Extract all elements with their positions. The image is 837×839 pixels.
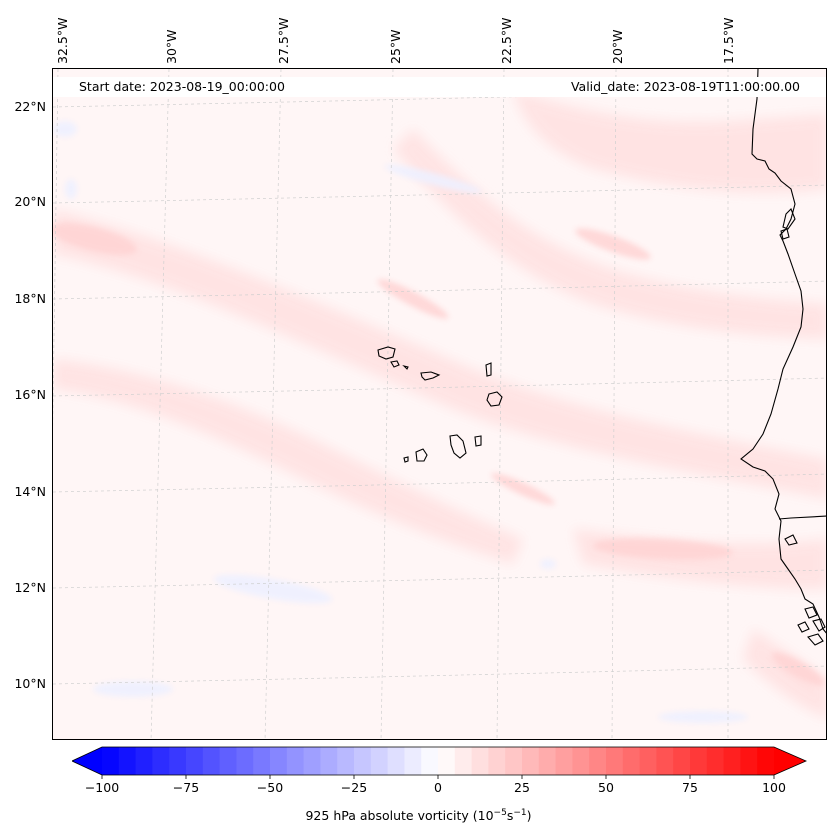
colorbar-segment xyxy=(454,747,473,775)
colorbar-segment xyxy=(354,747,372,775)
colorbar-tick-label: −50 xyxy=(256,780,284,795)
colorbar-segment xyxy=(219,747,237,775)
island-santa-luzia xyxy=(402,364,409,370)
vorticity-map[interactable] xyxy=(53,69,827,740)
colorbar-segment xyxy=(253,747,271,775)
colorbar-segment xyxy=(622,747,641,775)
colorbar-segment xyxy=(589,747,607,775)
colorbar-segment xyxy=(370,747,389,775)
colorbar-tick-label: 75 xyxy=(682,780,698,795)
colorbar-segment xyxy=(421,747,439,775)
colorbar-segment xyxy=(438,747,456,775)
colorbar-label-mid: s xyxy=(506,808,514,824)
colorbar-segment xyxy=(320,747,338,775)
colorbar-segment xyxy=(337,747,355,775)
colorbar-segment xyxy=(673,747,691,775)
island-fogo xyxy=(415,448,428,462)
colorbar-segment xyxy=(303,747,321,775)
colorbar-extend-max xyxy=(774,747,806,775)
lon-label: 30°W xyxy=(164,29,179,64)
colorbar-segment xyxy=(572,747,590,775)
colorbar-tick-label: −100 xyxy=(84,780,120,795)
colorbar xyxy=(72,746,807,779)
graticule xyxy=(53,69,826,739)
start-date-label: Start date: 2023-08-19_00:00:00 xyxy=(79,79,285,94)
island-brava xyxy=(403,456,409,463)
map-frame[interactable]: Start date: 2023-08-19_00:00:00 Valid_da… xyxy=(52,68,827,740)
island-santiago xyxy=(449,434,467,459)
lat-label: 12°N xyxy=(14,580,46,595)
island-maio xyxy=(474,435,482,447)
colorbar-segment xyxy=(152,747,170,775)
island-boa-vista xyxy=(486,391,503,407)
colorbar-segment xyxy=(387,747,405,775)
colorbar-segment xyxy=(236,747,254,775)
colorbar-extend-min xyxy=(72,747,102,775)
valid-date-label: Valid_date: 2023-08-19T11:00:00.00 xyxy=(570,79,800,94)
colorbar-segment xyxy=(740,747,758,775)
island-sao-vicente xyxy=(390,360,400,368)
colorbar-segment xyxy=(102,747,120,775)
colorbar-label-exp1: −5 xyxy=(493,808,507,818)
colorbar-segment xyxy=(522,747,540,775)
lon-label: 27.5°W xyxy=(276,17,291,64)
lon-label: 32.5°W xyxy=(55,17,70,64)
colorbar-label-suffix: ) xyxy=(526,808,532,824)
lon-label: 20°W xyxy=(610,29,625,64)
colorbar-segment xyxy=(555,747,573,775)
colorbar-segment xyxy=(690,747,708,775)
colorbar-segment xyxy=(404,747,422,775)
colorbar-segment xyxy=(186,747,204,775)
colorbar-segment xyxy=(639,747,657,775)
colorbar-segment xyxy=(270,747,288,775)
colorbar-segment xyxy=(656,747,674,775)
colorbar-segment xyxy=(488,747,506,775)
colorbar-segment xyxy=(118,747,137,775)
colorbar-segment xyxy=(286,747,305,775)
island-sao-nicolau xyxy=(420,371,441,381)
colorbar-tick-label: 25 xyxy=(514,780,530,795)
africa-coastline xyxy=(740,69,826,646)
colorbar-segment xyxy=(135,747,153,775)
lon-label: 25°W xyxy=(388,29,403,64)
colorbar-segment xyxy=(706,747,725,775)
colorbar-tick-label: 0 xyxy=(434,780,442,795)
lat-label: 10°N xyxy=(14,676,46,691)
colorbar-segment xyxy=(471,747,489,775)
colorbar-tick-label: 100 xyxy=(762,780,786,795)
lat-label: 18°N xyxy=(14,291,46,306)
lon-label: 22.5°W xyxy=(499,17,514,64)
colorbar-tick-label: −75 xyxy=(172,780,200,795)
colorbar-segment xyxy=(169,747,187,775)
colorbar-label-exp2: −1 xyxy=(513,808,527,818)
colorbar-label: 925 hPa absolute vorticity (10−5s−1) xyxy=(0,808,837,823)
lon-label: 17.5°W xyxy=(721,17,736,64)
island-sal xyxy=(485,362,492,377)
colorbar-segment xyxy=(202,747,221,775)
vorticity-negative-patches xyxy=(53,121,748,723)
lat-label: 20°N xyxy=(14,194,46,209)
vorticity-stronger-bands xyxy=(53,223,825,686)
colorbar-segment xyxy=(757,747,775,775)
island-santo-antao xyxy=(377,346,396,360)
date-info-bar xyxy=(53,77,826,97)
lat-label: 14°N xyxy=(14,484,46,499)
colorbar-segment xyxy=(606,747,624,775)
lat-label: 22°N xyxy=(14,99,46,114)
colorbar-label-prefix: 925 hPa absolute vorticity (10 xyxy=(305,808,494,824)
colorbar-segment xyxy=(723,747,741,775)
colorbar-tick-label: 50 xyxy=(598,780,614,795)
colorbar-tick-label: −25 xyxy=(340,780,368,795)
colorbar-segment xyxy=(505,747,523,775)
lat-label: 16°N xyxy=(14,387,46,402)
colorbar-segment xyxy=(538,747,557,775)
cape-verde-islands xyxy=(377,346,503,463)
